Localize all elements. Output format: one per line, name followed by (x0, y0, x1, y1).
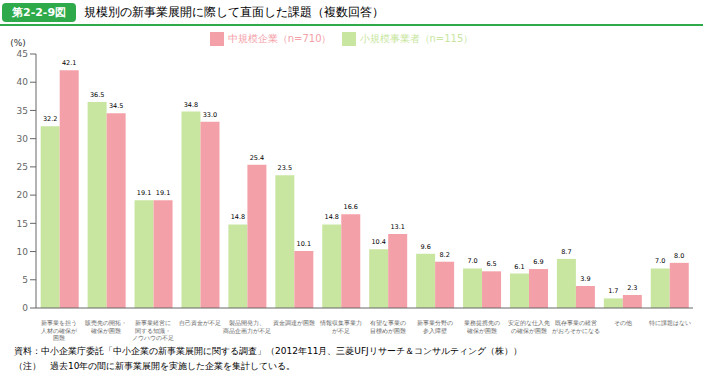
svg-text:34.5: 34.5 (109, 102, 123, 110)
svg-text:45: 45 (17, 49, 28, 59)
svg-text:2.3: 2.3 (627, 284, 637, 292)
svg-text:販売先の開拓・確保が困難: 販売先の開拓・確保が困難 (85, 319, 127, 334)
svg-text:14.8: 14.8 (325, 213, 339, 221)
svg-text:33.0: 33.0 (203, 111, 217, 119)
svg-text:3.9: 3.9 (580, 275, 590, 283)
svg-text:23.5: 23.5 (278, 164, 292, 172)
svg-text:情報収集事業力が不足: 情報収集事業力が不足 (319, 319, 362, 334)
svg-text:製品開発力、商品企画力が不足: 製品開発力、商品企画力が不足 (223, 319, 271, 334)
html-text:（注） 過去10年の間に新事業展開を実施した企業を集計してい: （注） 過去10年の間に新事業展開を実施した企業を集計している。 (14, 361, 296, 371)
svg-text:その他: その他 (614, 319, 632, 327)
svg-text:8.2: 8.2 (439, 251, 449, 259)
svg-text:自己資金が不足: 自己資金が不足 (179, 319, 221, 327)
svg-text:25: 25 (17, 162, 28, 172)
svg-text:業務提携先の確保が困難: 業務提携先の確保が困難 (464, 319, 500, 334)
html-text:中規模企業（n=710）: 中規模企業（n=710） (227, 33, 332, 44)
svg-text:10: 10 (17, 247, 29, 257)
svg-text:42.1: 42.1 (62, 59, 76, 67)
svg-text:新事業分野の参入障壁: 新事業分野の参入障壁 (417, 319, 453, 334)
html-text:資料：中小企業庁委託「中小企業の新事業展開に関する調査」（2: 資料：中小企業庁委託「中小企業の新事業展開に関する調査」（2012年11月、三菱… (14, 346, 522, 356)
svg-text:特に課題はない: 特に課題はない (649, 319, 691, 327)
svg-text:15: 15 (17, 219, 28, 229)
svg-text:30: 30 (17, 134, 29, 144)
svg-text:13.1: 13.1 (390, 223, 404, 231)
svg-text:10.4: 10.4 (371, 238, 385, 246)
svg-text:20: 20 (17, 190, 29, 200)
svg-text:36.5: 36.5 (90, 91, 104, 99)
svg-text:9.6: 9.6 (420, 243, 430, 251)
svg-text:6.9: 6.9 (533, 258, 543, 266)
svg-text:19.1: 19.1 (137, 189, 151, 197)
svg-text:40: 40 (17, 77, 29, 87)
svg-text:25.4: 25.4 (250, 154, 264, 162)
svg-text:0: 0 (22, 303, 28, 313)
svg-text:6.5: 6.5 (486, 260, 496, 268)
svg-text:5: 5 (22, 275, 28, 285)
svg-text:7.0: 7.0 (467, 257, 477, 265)
html-text:第2-2-9図: 第2-2-9図 (12, 5, 67, 19)
svg-text:7.0: 7.0 (655, 257, 665, 265)
svg-text:安定的な仕入先の確保が困難: 安定的な仕入先の確保が困難 (508, 319, 550, 334)
svg-text:6.1: 6.1 (514, 263, 524, 271)
svg-text:16.6: 16.6 (344, 203, 358, 211)
svg-text:1.7: 1.7 (608, 287, 618, 295)
svg-text:14.8: 14.8 (231, 213, 245, 221)
html-text:規模別の新事業展開に際して直面した課題（複数回答）: 規模別の新事業展開に際して直面した課題（複数回答） (84, 4, 385, 19)
svg-text:新事業経営に関する知識・ノウハウの不足: 新事業経営に関する知識・ノウハウの不足 (132, 319, 174, 341)
svg-text:新事業を担う人材の確保が困難: 新事業を担う人材の確保が困難 (41, 319, 78, 341)
svg-text:8.0: 8.0 (674, 252, 684, 260)
svg-text:34.8: 34.8 (184, 101, 198, 109)
svg-text:8.7: 8.7 (561, 248, 571, 256)
html-text:小規模事業者（n=115）: 小規模事業者（n=115） (359, 33, 474, 44)
svg-text:(%): (%) (10, 38, 26, 48)
svg-text:10.1: 10.1 (297, 240, 311, 248)
svg-text:32.2: 32.2 (43, 115, 57, 123)
svg-text:有望な事業の目標めが困難: 有望な事業の目標めが困難 (370, 319, 406, 334)
svg-text:資金調達が困難: 資金調達が困難 (273, 319, 315, 327)
svg-text:既存事業の経営がおろそかになる: 既存事業の経営がおろそかになる (552, 319, 600, 335)
svg-text:19.1: 19.1 (156, 189, 170, 197)
svg-text:35: 35 (17, 106, 28, 116)
